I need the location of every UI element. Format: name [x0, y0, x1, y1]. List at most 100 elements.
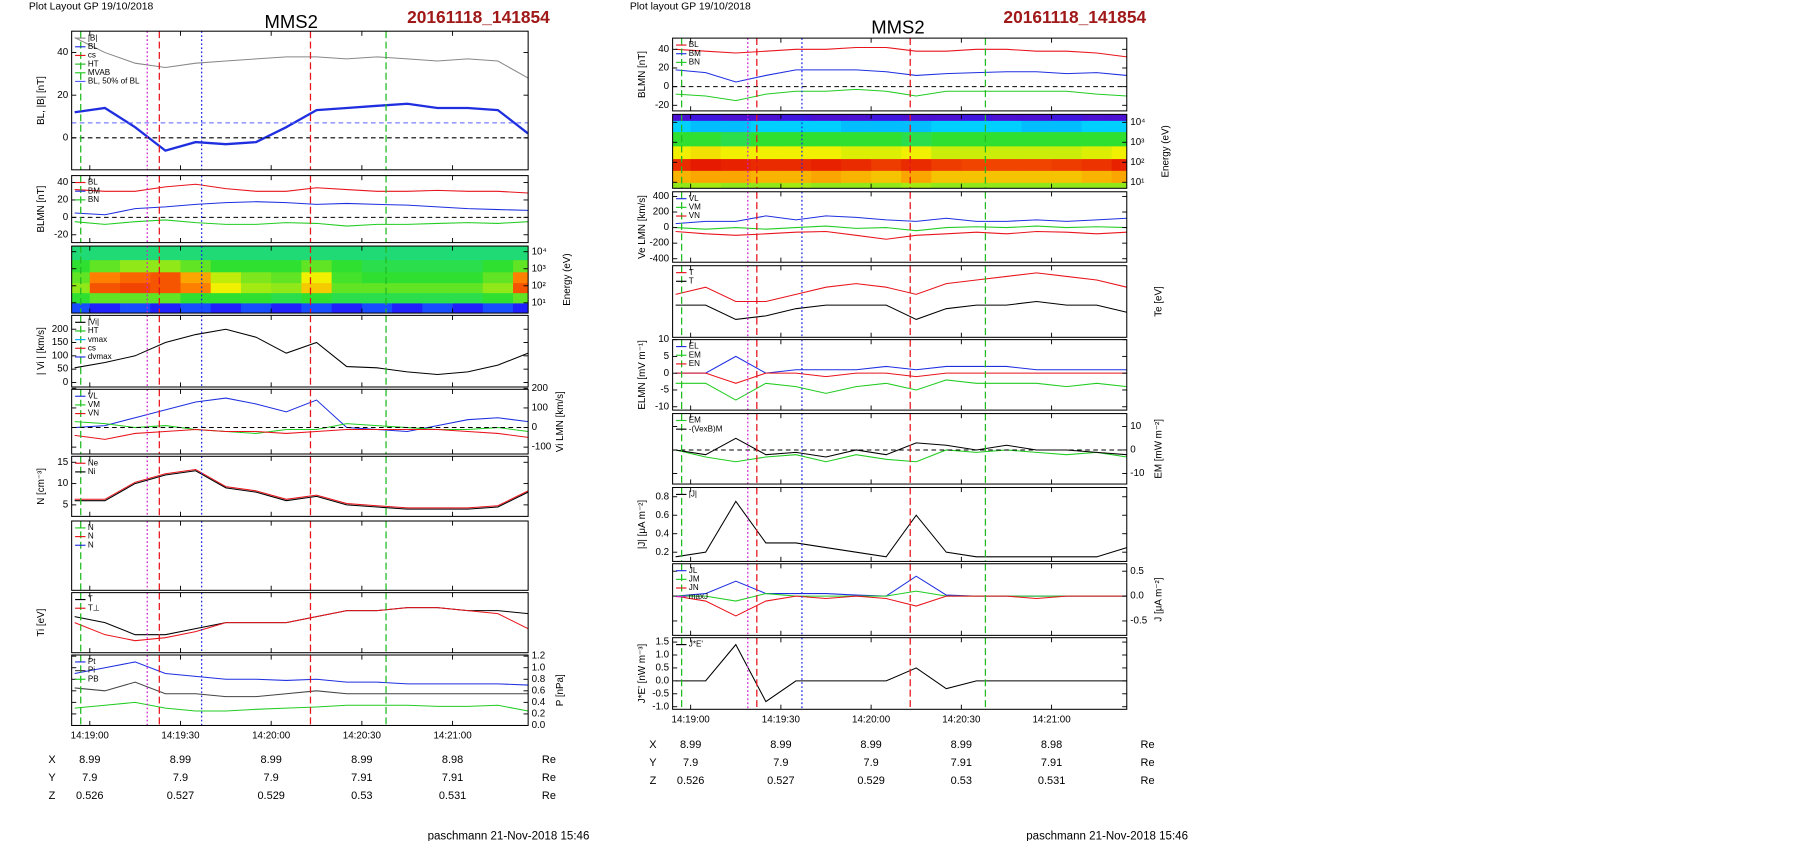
ephemeris-value: 0.526 [76, 790, 103, 802]
legend-label: -(VexB)M [689, 424, 723, 433]
spectrogram-cell [871, 158, 902, 171]
spectrogram-cell [361, 282, 393, 294]
spectrogram-cell [331, 271, 363, 284]
spectrogram-cell [180, 271, 212, 284]
series-line [74, 37, 529, 79]
legend-label: vmax [88, 335, 107, 344]
y-tick-label: 40 [57, 177, 68, 188]
spectrogram-cell [810, 120, 842, 133]
y-tick-label: 1.0 [532, 662, 546, 673]
panel-frame [71, 592, 529, 654]
spectrogram-cell [991, 120, 1023, 133]
series-line [675, 379, 1127, 401]
y-axis-label: N [cm⁻³] [36, 468, 47, 505]
header-left: Plot layout GP 19/10/2018 [630, 2, 751, 13]
ephemeris-value: 7.91 [442, 772, 463, 784]
spectrogram-cell [482, 259, 514, 273]
spectrogram-cell [180, 302, 212, 314]
y-tick-label: 0 [532, 422, 538, 433]
panel [74, 592, 529, 653]
spectrogram-cell [750, 131, 782, 147]
legend-label: N [88, 540, 94, 549]
spectrogram-cell [240, 259, 272, 273]
spectrogram-cell [1051, 120, 1083, 133]
ephemeris-value: 8.99 [351, 754, 372, 766]
legend-label: PB [88, 674, 99, 683]
spectrogram-cell [841, 114, 872, 121]
y-tick-label: 40 [57, 47, 68, 58]
spectrogram-cell [482, 271, 514, 284]
spectrogram-cell [513, 282, 529, 294]
ephemeris-unit: Re [542, 790, 556, 802]
spectrogram-cell [513, 302, 529, 314]
x-tick-label: 14:19:00 [672, 714, 711, 725]
spectrogram-cell [961, 182, 993, 189]
spectrogram-cell [1051, 114, 1083, 121]
spectrogram-cell [931, 131, 962, 147]
spectrogram-cell [392, 302, 423, 314]
legend-label: cs [88, 51, 96, 60]
series-line [74, 701, 529, 712]
legend-label: VN [88, 409, 99, 418]
y-tick-label: 10² [1130, 157, 1145, 168]
spectrogram-cell [120, 271, 151, 284]
ephemeris-unit: Re [542, 772, 556, 784]
spectrogram-cell [1081, 170, 1113, 183]
spectrogram-cell [89, 246, 121, 261]
spectrogram-cell [871, 131, 902, 147]
spectrogram-cell [89, 302, 121, 314]
series-line [675, 449, 1127, 463]
event-id: 20161118_141854 [407, 7, 550, 27]
spectrogram-cell [690, 182, 722, 189]
ephemeris-unit: Re [542, 754, 556, 766]
y-axis-label: |J| [μA m⁻²] [637, 500, 648, 549]
legend-label: VL [88, 391, 98, 400]
y-tick-label: 0 [664, 368, 670, 379]
spectrogram-cell [1111, 145, 1127, 160]
series-line [675, 69, 1127, 83]
spectrogram-cell [89, 282, 121, 294]
series-line [675, 372, 1127, 384]
spectrogram-cell [482, 302, 514, 314]
ephemeris-value: 8.99 [79, 754, 100, 766]
y-tick-label: 5 [664, 351, 670, 362]
y-tick-label: 400 [653, 191, 670, 202]
y-tick-label: 5 [63, 499, 69, 510]
spectrogram-cell [991, 170, 1023, 183]
legend-label: HT [88, 326, 99, 335]
y-tick-label: -10 [1130, 468, 1145, 479]
y-axis-label: Te [eV] [1154, 286, 1165, 317]
spectrogram-cell [271, 271, 302, 284]
spectrogram-cell [422, 271, 454, 284]
spectrogram-cell [361, 271, 393, 284]
spectrogram-cell [931, 182, 962, 189]
series-line [74, 397, 529, 432]
x-tick-label: 14:20:30 [942, 714, 981, 725]
legend-label: VL [689, 194, 699, 203]
spectrogram-cell [810, 158, 842, 171]
legend-label: T [689, 276, 694, 285]
spectrogram-cell [720, 120, 752, 133]
ephemeris-value: 7.9 [863, 757, 878, 769]
spectrogram-cell [392, 259, 423, 273]
spectrogram-cell [841, 145, 872, 160]
spectrogram-cell [901, 131, 932, 147]
panel-frame [672, 637, 1128, 710]
legend-label: Pi [88, 666, 95, 675]
y-tick-label: 0.6 [532, 685, 546, 696]
y-tick-label: 0.0 [1130, 591, 1144, 602]
ephemeris-value: 8.99 [860, 739, 881, 751]
y-axis-label: Ti [eV] [36, 608, 47, 636]
spectrogram-cell [961, 170, 993, 183]
spectrogram-cell [1081, 182, 1113, 189]
y-tick-label: -5 [660, 385, 669, 396]
series-line [74, 470, 529, 510]
ephemeris-unit: Re [1141, 775, 1155, 787]
legend-label: N [88, 523, 94, 532]
panel [80, 521, 387, 591]
y-tick-label: 100 [532, 403, 549, 414]
y-tick-label: -1.0 [652, 701, 669, 712]
spectrogram-cell [810, 131, 842, 147]
spectrogram-cell [1081, 131, 1113, 147]
y-tick-label: 0.0 [655, 675, 669, 686]
